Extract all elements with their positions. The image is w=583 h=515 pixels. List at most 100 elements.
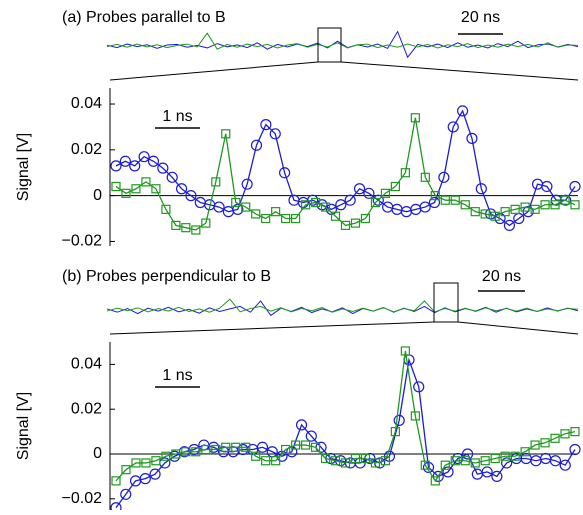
data-point <box>550 433 560 443</box>
data-point <box>510 451 520 461</box>
data-point <box>335 199 347 211</box>
data-point <box>370 458 381 468</box>
data-point <box>157 162 169 174</box>
data-point <box>221 129 231 139</box>
data-point <box>419 201 431 213</box>
data-point <box>530 440 540 450</box>
y-tick-label: 0.04 <box>71 95 102 112</box>
data-point <box>340 458 351 468</box>
data-point <box>110 502 122 514</box>
data-point <box>291 440 301 450</box>
data-point <box>470 458 480 468</box>
data-point <box>372 194 384 206</box>
data-point <box>261 456 271 466</box>
data-point <box>410 113 420 123</box>
data-point <box>344 194 356 206</box>
data-point <box>480 456 490 466</box>
data-point <box>360 213 371 224</box>
scale-bar-label: 20 ns <box>482 268 521 285</box>
data-point <box>460 200 470 210</box>
data-point <box>211 444 221 455</box>
data-point <box>121 465 131 475</box>
data-point <box>461 448 474 460</box>
data-point <box>241 442 251 452</box>
data-point <box>540 200 550 210</box>
y-tick-label: 0 <box>93 445 102 462</box>
data-point <box>420 460 430 470</box>
data-point <box>363 187 375 199</box>
data-point <box>560 195 570 205</box>
data-point <box>241 178 253 190</box>
y-tick-label: 0.02 <box>71 141 102 158</box>
data-point <box>161 204 171 214</box>
data-point <box>393 414 405 426</box>
data-point <box>569 180 581 193</box>
data-point <box>188 443 200 456</box>
data-point <box>185 190 197 202</box>
y-tick-label: −0.02 <box>62 490 103 507</box>
data-point <box>428 196 441 209</box>
panel-title: (a) Probes parallel to B <box>62 9 226 26</box>
y-tick-label: 0 <box>93 187 102 204</box>
data-point <box>281 213 291 224</box>
y-tick-label: 0.04 <box>71 356 102 373</box>
data-point <box>380 456 391 466</box>
data-point <box>460 456 470 466</box>
data-point <box>450 456 460 466</box>
data-point <box>119 155 131 167</box>
data-point <box>530 204 540 214</box>
zoom-line <box>109 61 319 81</box>
data-point <box>305 430 317 442</box>
data-point <box>141 177 151 187</box>
data-point <box>231 197 241 208</box>
data-point <box>520 202 530 212</box>
scale-bar-label: 1 ns <box>162 367 192 384</box>
data-point <box>139 473 151 485</box>
data-point <box>201 444 211 455</box>
zoom-box <box>433 282 459 323</box>
data-point <box>149 468 161 480</box>
data-point <box>261 213 271 224</box>
data-point <box>350 453 361 464</box>
data-point <box>420 172 430 182</box>
data-point <box>310 442 321 452</box>
data-point <box>151 456 161 466</box>
data-point <box>213 201 225 213</box>
data-point <box>269 128 281 140</box>
data-point <box>151 184 161 194</box>
data-point <box>166 171 178 183</box>
data-point <box>256 441 269 453</box>
data-point <box>241 202 251 212</box>
data-point <box>295 419 308 431</box>
data-point <box>281 444 291 455</box>
data-point <box>340 220 351 230</box>
data-point <box>422 461 435 474</box>
data-point <box>141 458 151 468</box>
series-line <box>115 117 576 231</box>
zoom-line <box>457 321 579 335</box>
data-point <box>510 204 520 214</box>
data-point <box>191 225 201 235</box>
data-point <box>503 219 516 231</box>
zoom-line <box>340 61 579 81</box>
data-point <box>201 218 211 228</box>
scale-bar-label: 20 ns <box>461 9 500 26</box>
data-point <box>456 105 469 117</box>
data-point <box>442 466 454 478</box>
data-point <box>353 183 366 195</box>
data-point <box>470 207 480 217</box>
data-point <box>549 455 562 467</box>
data-point <box>251 451 261 461</box>
data-point <box>291 213 301 224</box>
data-point <box>231 442 241 452</box>
data-point <box>491 470 503 482</box>
data-point <box>560 429 570 439</box>
data-point <box>147 155 160 167</box>
data-point <box>410 411 420 421</box>
data-point <box>129 160 141 172</box>
data-point <box>500 207 510 217</box>
data-point <box>250 139 263 151</box>
data-point <box>501 457 513 469</box>
data-point <box>330 456 341 466</box>
